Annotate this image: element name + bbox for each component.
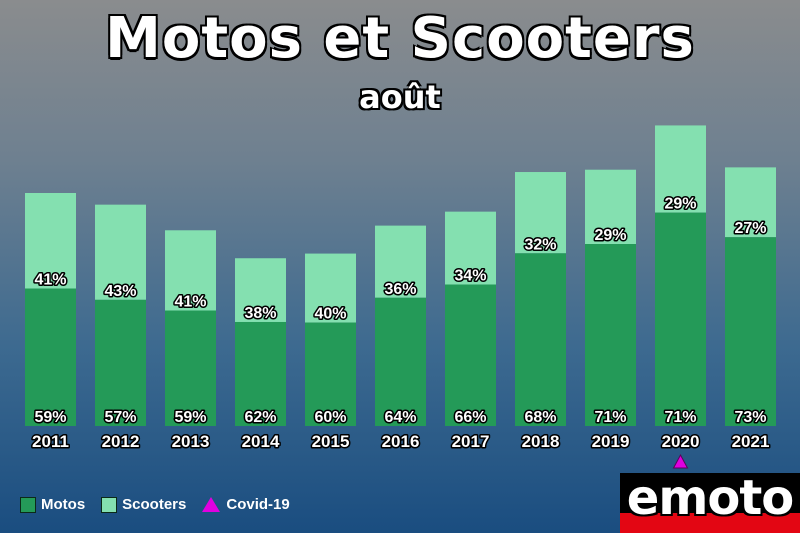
label-scooters-2017: 34% bbox=[454, 268, 486, 285]
covid-marker-triangle-2020 bbox=[672, 453, 689, 469]
bar-scooters-2020 bbox=[655, 125, 706, 213]
label-scooters-2011: 41% bbox=[34, 272, 66, 289]
label-motos-2020: 71% bbox=[664, 409, 696, 426]
x-tick-2015: 2015 bbox=[312, 432, 350, 451]
bar-scooters-2019 bbox=[585, 169, 636, 245]
x-tick-2019: 2019 bbox=[592, 432, 630, 451]
label-motos-2019: 71% bbox=[594, 409, 626, 426]
label-scooters-2021: 27% bbox=[734, 220, 766, 237]
label-motos-2015: 60% bbox=[314, 409, 346, 426]
label-scooters-2015: 40% bbox=[314, 306, 346, 323]
bar-scooters-2013 bbox=[165, 230, 216, 311]
x-tick-2020: 2020 bbox=[662, 432, 700, 451]
legend-item-scooters: Scooters bbox=[101, 496, 186, 513]
logo-text: emoto bbox=[626, 473, 794, 526]
label-scooters-2016: 36% bbox=[384, 281, 416, 298]
x-tick-2014: 2014 bbox=[242, 432, 280, 451]
bar-motos-2019 bbox=[585, 244, 636, 426]
x-tick-2021: 2021 bbox=[732, 432, 770, 451]
label-scooters-2014: 38% bbox=[244, 305, 276, 322]
bar-motos-2015 bbox=[305, 322, 356, 426]
legend-label-motos: Motos bbox=[41, 496, 86, 513]
label-scooters-2020: 29% bbox=[664, 196, 696, 213]
logo-red-band bbox=[620, 513, 800, 533]
bar-scooters-2017 bbox=[445, 211, 496, 285]
x-tick-2016: 2016 bbox=[382, 432, 420, 451]
legend-item-motos: Motos bbox=[20, 496, 85, 513]
label-motos-2017: 66% bbox=[454, 409, 486, 426]
label-scooters-2018: 32% bbox=[524, 236, 556, 253]
bar-scooters-2018 bbox=[515, 172, 566, 254]
bar-motos-2017 bbox=[445, 284, 496, 426]
label-motos-2014: 62% bbox=[244, 409, 276, 426]
chart-subtitle: août bbox=[359, 78, 441, 116]
bar-motos-2014 bbox=[235, 321, 286, 426]
x-tick-2017: 2017 bbox=[452, 432, 490, 451]
label-scooters-2019: 29% bbox=[594, 227, 626, 244]
x-tick-2018: 2018 bbox=[522, 432, 560, 451]
bar-scooters-2016 bbox=[375, 225, 426, 298]
legend-item-covid: Covid-19 bbox=[202, 496, 290, 513]
bar-scooters-2012 bbox=[95, 204, 146, 300]
label-motos-2018: 68% bbox=[524, 409, 556, 426]
label-motos-2011: 59% bbox=[34, 409, 66, 426]
chart-title: Motos et Scooters bbox=[105, 6, 695, 71]
x-tick-2012: 2012 bbox=[102, 432, 140, 451]
label-motos-2021: 73% bbox=[734, 409, 766, 426]
bar-motos-2018 bbox=[515, 253, 566, 426]
x-tick-2011: 2011 bbox=[32, 432, 69, 451]
label-motos-2016: 64% bbox=[384, 409, 416, 426]
legend-swatch-scooters bbox=[101, 496, 118, 513]
legend: Motos Scooters Covid-19 bbox=[20, 496, 306, 513]
label-motos-2013: 59% bbox=[174, 409, 206, 426]
legend-label-covid: Covid-19 bbox=[226, 496, 290, 513]
legend-label-scooters: Scooters bbox=[122, 496, 187, 513]
label-motos-2012: 57% bbox=[104, 409, 136, 426]
label-scooters-2012: 43% bbox=[104, 283, 136, 300]
bar-motos-2013 bbox=[165, 310, 216, 426]
bar-motos-2021 bbox=[725, 237, 776, 426]
bar-scooters-2014 bbox=[235, 258, 286, 322]
bar-scooters-2011 bbox=[25, 193, 76, 289]
bar-motos-2016 bbox=[375, 297, 426, 426]
bar-motos-2011 bbox=[25, 288, 76, 426]
bar-scooters-2021 bbox=[725, 167, 776, 238]
bar-motos-2020 bbox=[655, 212, 706, 426]
legend-triangle-icon bbox=[202, 497, 221, 512]
bar-motos-2012 bbox=[95, 299, 146, 426]
emoto-logo: emoto bbox=[620, 473, 800, 533]
label-scooters-2013: 41% bbox=[174, 294, 206, 311]
legend-swatch-motos bbox=[20, 496, 36, 513]
x-tick-2013: 2013 bbox=[172, 432, 210, 451]
bar-scooters-2015 bbox=[305, 253, 356, 323]
